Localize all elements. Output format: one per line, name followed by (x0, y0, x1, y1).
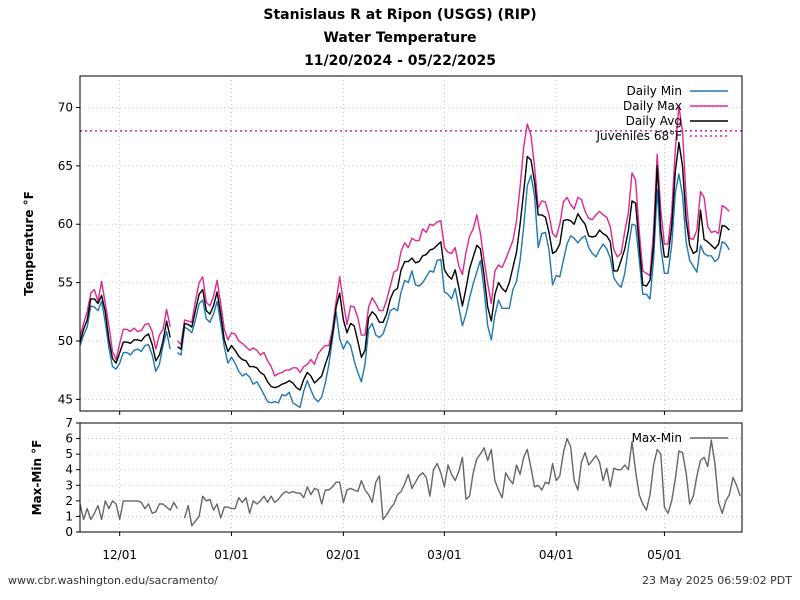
plot-frame (79, 75, 743, 412)
y-tick-label: 65 (58, 159, 73, 173)
plot-frame (79, 422, 743, 533)
series-line-daily-min (79, 173, 730, 409)
y-tick-label: 5 (65, 447, 73, 461)
y-tick-label: 45 (58, 392, 73, 406)
footer-timestamp: 23 May 2025 06:59:02 PDT (642, 574, 792, 587)
series-line-daily-max (79, 105, 730, 377)
y-tick-label: 2 (65, 494, 73, 508)
y-tick-label: 55 (58, 276, 73, 290)
legend-label: Daily Avg (626, 114, 682, 128)
legend-label: Daily Max (623, 99, 682, 113)
chart-date-range: 11/20/2024 - 05/22/2025 (304, 53, 496, 69)
y-tick-label: 0 (65, 525, 73, 539)
legend-label: Daily Min (627, 84, 682, 98)
legend-label: Max-Min (632, 431, 682, 445)
chart-title: Stanislaus R at Ripon (USGS) (RIP) (263, 7, 537, 23)
x-tick-label: 12/01 (102, 548, 137, 562)
y-axis-label: Max-Min °F (30, 440, 44, 516)
chart-subtitle: Water Temperature (323, 30, 477, 46)
y-tick-label: 70 (58, 101, 73, 115)
x-tick-label: 05/01 (647, 548, 682, 562)
legend-label: Juveniles 68°F (595, 129, 682, 143)
y-tick-label: 60 (58, 217, 73, 231)
footer-source-url[interactable]: www.cbr.washington.edu/sacramento/ (8, 574, 218, 587)
y-tick-label: 6 (65, 432, 73, 446)
y-tick-label: 1 (65, 509, 73, 523)
x-tick-label: 01/01 (214, 548, 249, 562)
y-tick-label: 7 (65, 416, 73, 430)
x-tick-label: 03/01 (427, 548, 462, 562)
y-axis-label: Temperature °F (22, 191, 36, 296)
x-tick-label: 02/01 (326, 548, 361, 562)
y-tick-label: 3 (65, 478, 73, 492)
y-tick-label: 4 (65, 463, 73, 477)
x-tick-label: 04/01 (539, 548, 574, 562)
y-tick-label: 50 (58, 334, 73, 348)
series-line-daily-avg (79, 141, 730, 391)
series-line-max-min (79, 437, 741, 527)
